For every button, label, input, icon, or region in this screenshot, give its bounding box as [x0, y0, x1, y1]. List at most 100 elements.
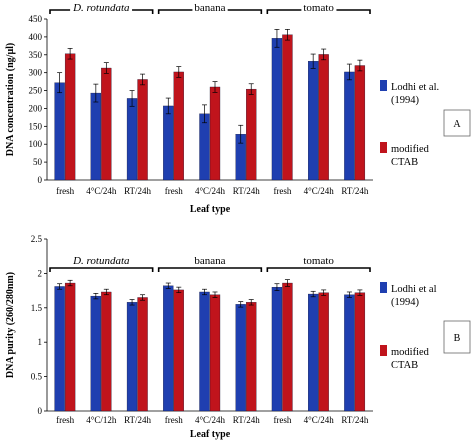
bar-modified-ctab	[282, 282, 293, 412]
group-label: banana	[194, 255, 225, 267]
bar-modified-ctab	[246, 88, 257, 181]
bar-modified-ctab	[209, 294, 221, 412]
y-tick-label: 1	[38, 337, 43, 347]
x-tick-label: fresh	[56, 186, 74, 196]
bar-lodhi	[199, 113, 210, 181]
bar-lodhi	[344, 294, 355, 412]
chart-panel-b: 0 0.5 1 1.5 2 2.5 fresh 4°C/12h RT/24h fresh 4°C/2…	[5, 234, 471, 440]
y-tick-label: 450	[29, 14, 43, 24]
x-tick-label: RT/24h	[233, 415, 260, 425]
x-tick-label: fresh	[165, 186, 183, 196]
y-tick-label: 250	[29, 86, 43, 96]
group-label-bg	[301, 2, 337, 14]
group-bracket	[266, 267, 371, 272]
y-tick-label: 0	[38, 406, 43, 416]
legend-swatch	[380, 80, 387, 91]
x-tick-label: fresh	[273, 186, 291, 196]
x-tick-label: 4°C/12h	[86, 415, 117, 425]
legend-label: modified	[391, 144, 430, 155]
legend-swatch	[380, 345, 387, 356]
bar-lodhi	[308, 61, 319, 181]
bar-lodhi	[235, 304, 246, 412]
bar-lodhi	[54, 286, 65, 412]
legend-swatch	[380, 142, 387, 153]
y-tick-label: 200	[29, 103, 43, 113]
bar-lodhi	[163, 105, 174, 181]
bar-modified-ctab	[318, 292, 329, 412]
legend-label: CTAB	[391, 360, 418, 371]
x-tick-label: RT/24h	[233, 186, 260, 196]
legend-label: modified	[391, 347, 430, 358]
x-tick-label: RT/24h	[341, 415, 368, 425]
group-label: tomato	[303, 255, 334, 267]
bar-modified-ctab	[282, 34, 293, 181]
x-tick-label: RT/24h	[124, 186, 151, 196]
y-tick-label: 300	[29, 68, 43, 78]
group-label-bg	[192, 255, 228, 267]
group-label: banana	[194, 2, 225, 14]
chart-panel-a: 0 50 100 150 200 250 300 350 400 450 fresh 4°C/24h R…	[5, 2, 471, 215]
bar-modified-ctab	[137, 79, 148, 181]
x-tick-label: 4°C/24h	[195, 186, 226, 196]
panel-label: B	[454, 333, 461, 344]
y-tick-label: 2	[38, 268, 43, 278]
x-tick-label: fresh	[165, 415, 183, 425]
legend-label: (1994)	[391, 95, 419, 106]
y-tick-label: 0	[38, 175, 43, 185]
group-label: tomato	[303, 2, 334, 14]
bar-lodhi	[344, 71, 355, 181]
x-axis-label: Leaf type	[190, 429, 231, 440]
group-label: D. rotundata	[72, 255, 130, 267]
group-label-bg	[301, 255, 337, 267]
group-label-bg	[70, 2, 133, 14]
x-tick-label: RT/24h	[124, 415, 151, 425]
group-bracket	[49, 267, 154, 272]
group-bracket	[157, 267, 263, 272]
legend-label: CTAB	[391, 157, 418, 168]
y-tick-label: 1.5	[31, 303, 43, 313]
bar-modified-ctab	[173, 289, 184, 412]
x-tick-label: RT/24h	[341, 186, 368, 196]
bar-lodhi	[126, 98, 138, 181]
bar-modified-ctab	[64, 282, 76, 412]
legend-label: (1994)	[391, 297, 419, 308]
y-tick-label: 50	[33, 157, 43, 167]
bar-modified-ctab	[246, 302, 257, 412]
bar-modified-ctab	[64, 53, 76, 181]
bar-lodhi	[199, 291, 210, 412]
panel-label-box	[443, 320, 471, 354]
y-axis-label: DNA purity (260/280nm)	[5, 272, 16, 378]
group-label-bg	[192, 2, 228, 14]
panel-label: A	[453, 119, 461, 130]
bar-modified-ctab	[101, 291, 112, 412]
bar-modified-ctab	[318, 54, 329, 181]
bar-lodhi	[54, 82, 65, 181]
x-tick-label: 4°C/24h	[304, 415, 335, 425]
bar-lodhi	[271, 287, 283, 412]
legend-swatch	[380, 282, 387, 293]
bar-modified-ctab	[101, 67, 112, 181]
y-tick-label: 400	[29, 32, 43, 42]
x-tick-label: fresh	[56, 415, 74, 425]
bar-modified-ctab	[137, 297, 148, 412]
y-tick-label: 0.5	[31, 372, 43, 382]
bar-lodhi	[163, 285, 174, 412]
x-axis-label: Leaf type	[190, 204, 231, 215]
y-tick-label: 2.5	[31, 234, 43, 244]
group-label-bg	[70, 255, 133, 267]
bar-lodhi	[308, 293, 319, 412]
bar-modified-ctab	[354, 65, 366, 181]
x-tick-label: 4°C/24h	[86, 186, 117, 196]
group-label: D. rotundata	[72, 2, 130, 14]
x-tick-label: 4°C/24h	[195, 415, 226, 425]
legend-label: Lodhi et al	[391, 284, 437, 295]
legend-label: Lodhi et al.	[391, 82, 439, 93]
bar-modified-ctab	[354, 292, 366, 412]
x-tick-label: 4°C/24h	[304, 186, 335, 196]
bar-lodhi	[271, 38, 283, 181]
y-tick-label: 350	[29, 50, 43, 60]
bar-lodhi	[90, 295, 101, 412]
y-axis-label: DNA concentration (ng/μl)	[5, 43, 16, 156]
bar-lodhi	[90, 92, 101, 181]
